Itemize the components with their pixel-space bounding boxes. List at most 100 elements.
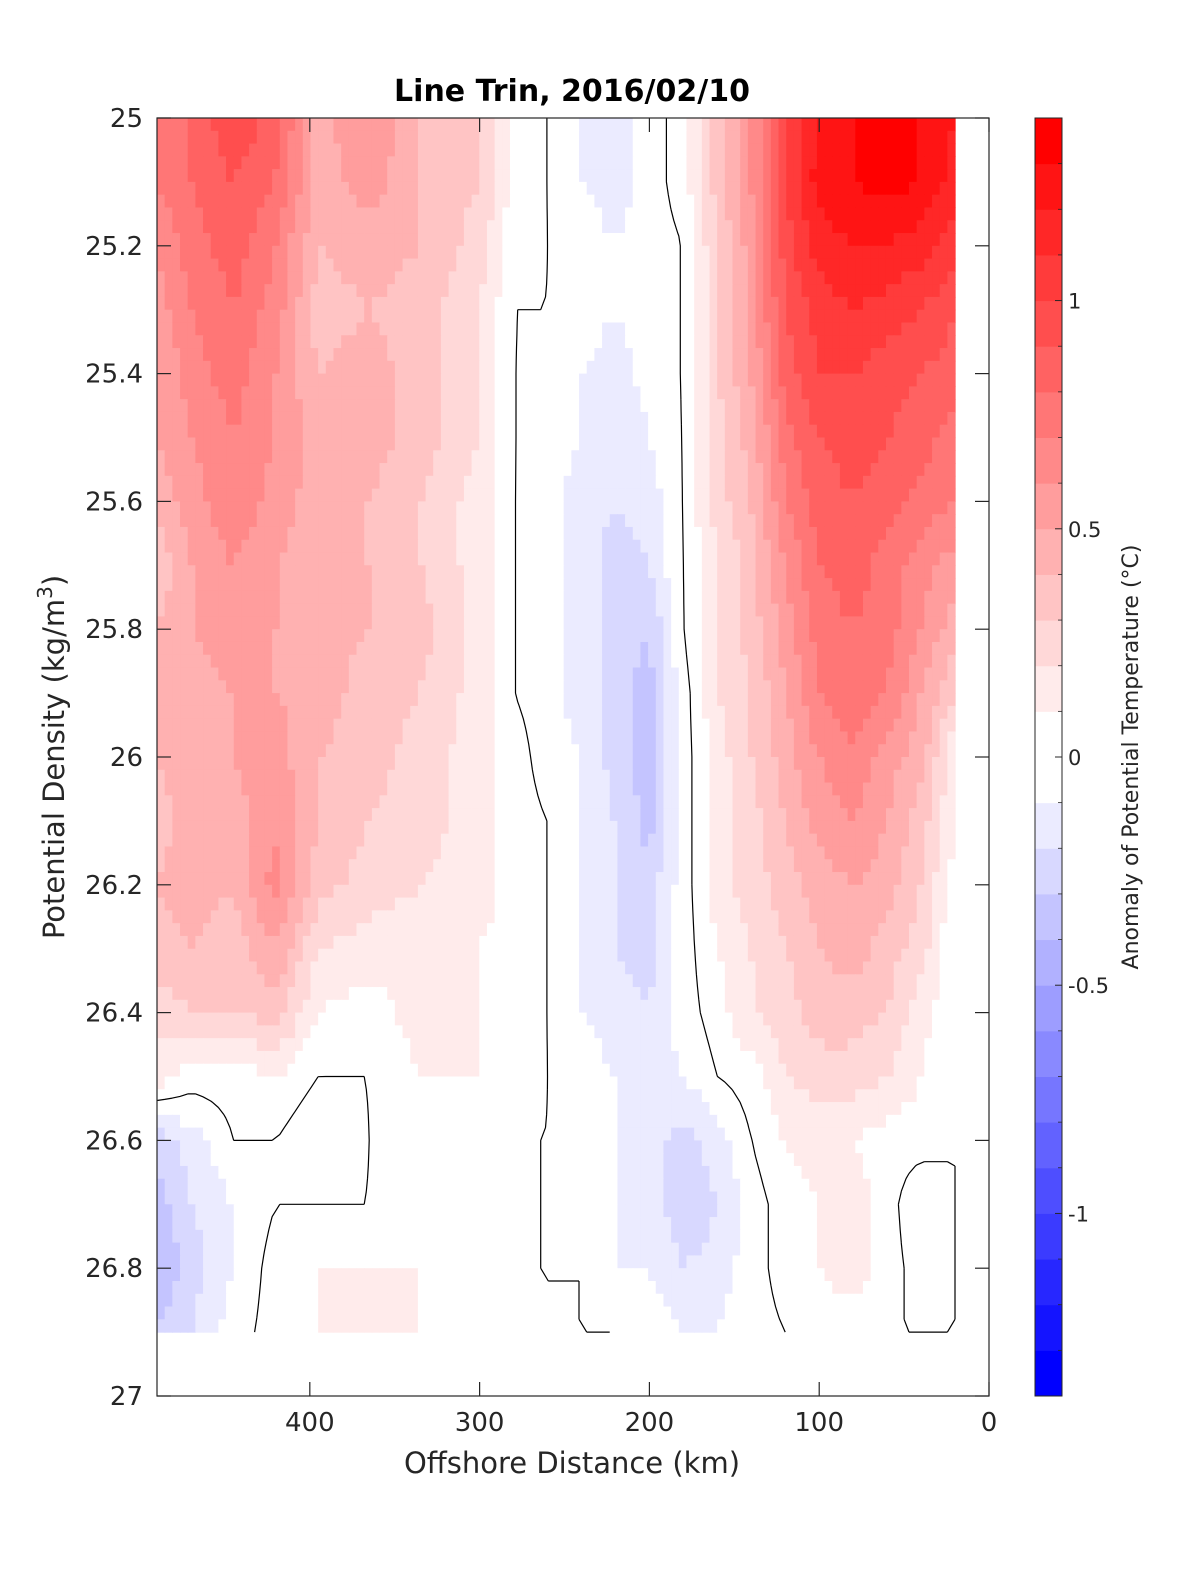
heat-cell <box>180 680 189 694</box>
heat-cell <box>410 322 419 336</box>
heat-cell <box>747 641 757 656</box>
heat-cell <box>525 169 534 183</box>
heat-cell <box>295 360 304 375</box>
heat-cell <box>586 514 595 528</box>
heat-cell <box>632 258 642 272</box>
heat-cell <box>533 258 542 272</box>
heat-cell <box>602 284 611 298</box>
heat-cell <box>916 118 925 132</box>
heat-cell <box>164 360 173 375</box>
heat-cell <box>755 539 764 554</box>
heat-cell <box>387 335 396 349</box>
heat-cell <box>486 590 496 605</box>
heat-cell <box>533 488 542 502</box>
heat-cell <box>325 335 335 349</box>
heat-cell <box>594 118 603 132</box>
heat-cell <box>402 181 411 196</box>
heat-cell <box>893 641 902 656</box>
heat-cell <box>525 680 534 694</box>
heat-cell <box>671 463 680 477</box>
heat-cell <box>870 578 879 592</box>
heat-cell <box>371 705 381 720</box>
heat-cell <box>172 309 181 324</box>
heat-cell <box>310 220 319 234</box>
heat-cell <box>341 629 350 643</box>
heat-cell <box>932 258 941 272</box>
heat-cell <box>648 360 657 375</box>
heat-cell <box>394 539 404 554</box>
heat-cell <box>740 654 749 669</box>
heat-cell <box>195 705 204 720</box>
heat-cell <box>318 399 327 413</box>
heat-cell <box>218 667 227 681</box>
heat-cell <box>509 629 519 643</box>
heat-cell <box>740 616 749 630</box>
heat-cell <box>717 373 726 387</box>
heat-cell <box>387 373 396 387</box>
heat-cell <box>924 309 933 324</box>
heat-cell <box>855 258 864 272</box>
heat-cell <box>302 718 312 733</box>
heat-cell <box>509 309 519 324</box>
heat-cell <box>586 373 595 387</box>
heat-cell <box>594 654 603 669</box>
heat-cell <box>924 424 933 439</box>
heat-cell <box>310 322 319 336</box>
heat-cell <box>502 705 511 720</box>
heat-cell <box>617 335 626 349</box>
heat-cell <box>924 705 933 720</box>
heat-cell <box>264 194 273 209</box>
heat-cell <box>901 335 910 349</box>
heat-cell <box>763 680 772 694</box>
heat-cell <box>548 539 557 554</box>
heat-cell <box>916 450 925 464</box>
heat-cell <box>333 578 342 592</box>
heat-cell <box>724 118 734 132</box>
heat-cell <box>855 143 864 157</box>
heat-cell <box>609 629 618 643</box>
heat-cell <box>694 603 703 618</box>
heat-cell <box>648 629 657 643</box>
heat-cell <box>463 335 473 349</box>
heat-cell <box>594 194 603 209</box>
heat-cell <box>364 475 373 490</box>
heat-cell <box>440 207 450 221</box>
heat-cell <box>586 616 595 630</box>
heat-cell <box>486 118 496 132</box>
heat-cell <box>187 693 196 707</box>
heat-cell <box>701 309 711 324</box>
heat-cell <box>939 641 948 656</box>
heat-cell <box>226 437 235 451</box>
heat-cell <box>448 156 457 170</box>
heat-cell <box>786 424 795 439</box>
heat-cell <box>272 220 281 234</box>
heat-cell <box>525 705 534 720</box>
heat-cell <box>379 616 388 630</box>
heat-cell <box>517 386 526 400</box>
heat-cell <box>755 552 764 566</box>
heat-cell <box>701 245 711 260</box>
heat-cell <box>901 475 910 490</box>
heat-cell <box>947 616 956 630</box>
heat-cell <box>172 233 181 247</box>
heat-cell <box>195 348 204 362</box>
heat-cell <box>847 258 856 272</box>
heat-cell <box>586 309 595 324</box>
heat-cell <box>295 488 304 502</box>
heat-cell <box>264 578 273 592</box>
heat-cell <box>272 501 281 515</box>
heat-cell <box>364 143 373 157</box>
heat-cell <box>686 194 695 209</box>
heat-cell <box>809 335 818 349</box>
heat-cell <box>210 245 219 260</box>
heat-cell <box>509 207 519 221</box>
heat-cell <box>694 169 703 183</box>
heat-cell <box>463 501 473 515</box>
heat-cell <box>909 386 918 400</box>
heat-cell <box>356 654 365 669</box>
heat-cell <box>909 348 918 362</box>
heat-cell <box>180 233 189 247</box>
heat-cell <box>302 424 312 439</box>
heat-cell <box>379 386 388 400</box>
heat-cell <box>594 207 603 221</box>
